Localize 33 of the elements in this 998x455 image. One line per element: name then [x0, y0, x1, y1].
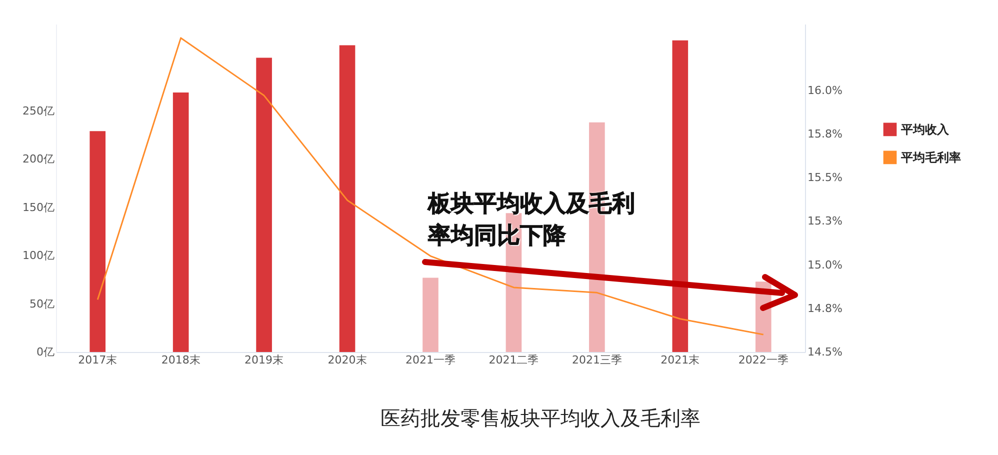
line-series: [96, 37, 764, 336]
y-tick-label: 200亿: [22, 152, 54, 166]
y-tick-label: 250亿: [22, 104, 54, 118]
bar: [672, 40, 688, 352]
x-tick-label: 2020末: [328, 354, 367, 366]
annotation: 板块平均收入及毛利率均同比下降: [428, 190, 636, 251]
legend-label: 平均毛利率: [900, 150, 961, 164]
y-tick-label: 100亿: [22, 249, 54, 262]
y-tick-label: 150亿: [22, 200, 54, 214]
y-tick-label: 50亿: [30, 297, 54, 310]
x-tick-label: 2021二季: [488, 354, 539, 366]
x-tick-label: 2018末: [161, 354, 200, 366]
bar: [339, 45, 356, 352]
y2-tick-label: 15.3%: [808, 214, 842, 228]
text: 医药批发零售板块平均收入及毛利率: [380, 406, 700, 430]
y2-tick-label: 15.0%: [808, 258, 842, 272]
y-tick-label: 0亿: [36, 346, 54, 358]
y2-tick-label: 14.5%: [808, 346, 842, 358]
x-tick-label: 2022一季: [738, 354, 788, 366]
x-tick-label: 2021一季: [406, 354, 456, 366]
bar: [172, 92, 189, 352]
legend-label: 平均收入: [900, 122, 950, 136]
x-tick-label: 2021末: [660, 354, 700, 366]
y2-tick-label: 14.8%: [808, 302, 842, 315]
x-tick-label: 2021三季: [572, 354, 622, 366]
x-tick-label: 2017末: [78, 354, 118, 366]
bar: [422, 278, 438, 352]
x-tick-label: 2019末: [244, 354, 284, 366]
y2-tick-label: 15.5%: [808, 171, 842, 184]
y2-tick-label: 15.8%: [808, 127, 842, 140]
bar: [256, 58, 272, 352]
y2-tick-label: 16.0%: [808, 84, 842, 97]
bar: [90, 131, 106, 352]
